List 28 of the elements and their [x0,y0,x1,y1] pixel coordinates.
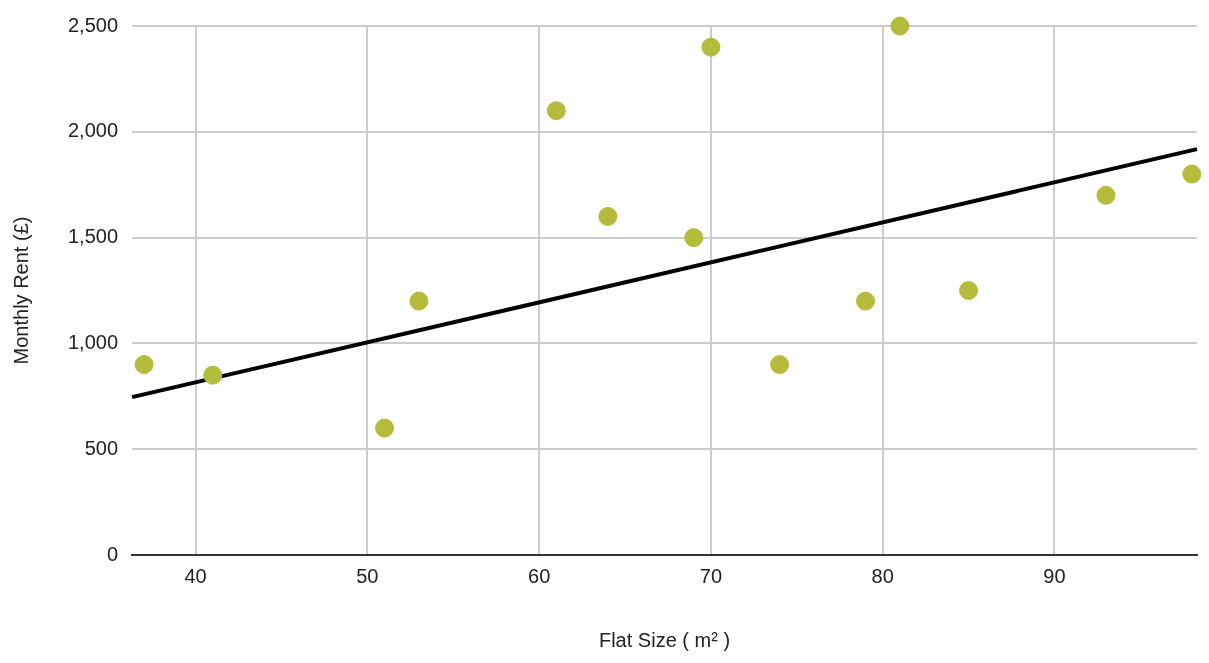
point [1096,185,1116,205]
point [203,365,223,385]
point [375,418,395,438]
x-tick-label: 40 [184,564,207,587]
point [134,355,154,375]
point [959,281,979,300]
point [546,101,566,121]
x-tick-label: 80 [871,564,894,587]
x-tick-label: 70 [699,564,723,587]
point [1182,164,1202,184]
point [855,291,875,311]
point [684,228,704,248]
point [701,37,721,57]
y-tick-label: 0 [106,542,119,565]
x-tick-label: 50 [356,564,379,587]
y-tick-label: 1,000 [67,330,119,353]
x-axis-title: Flat Size ( m² ) [598,628,731,651]
y-tick-label: 500 [84,436,119,459]
y-tick-label: 1,500 [67,225,119,248]
x-tick-label: 60 [528,564,551,587]
point [598,206,618,226]
point [770,355,790,375]
x-tick-label: 90 [1043,564,1066,587]
y-axis-title: Monthly Rent (£) [9,216,32,365]
point [890,16,910,36]
point [409,291,429,311]
y-tick-label: 2,000 [67,119,119,142]
y-tick-label: 2,500 [67,13,119,36]
